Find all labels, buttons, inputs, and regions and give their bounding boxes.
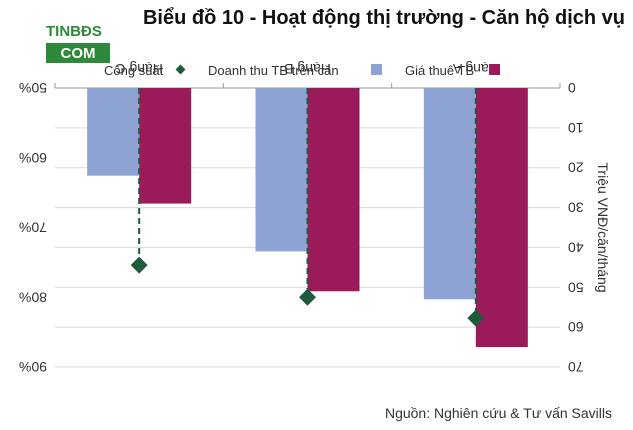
y-left-tick-label: 90% — [19, 359, 47, 375]
bar-doanh-thu — [87, 88, 140, 176]
y-right-tick-label: 40 — [568, 239, 584, 255]
legend: Giá thuê TB Doanh thu TB trên căn Công s… — [104, 63, 500, 78]
marker-cong-suat — [467, 309, 485, 327]
y-right-tick-label: 10 — [568, 120, 584, 136]
svg-text:COM: COM — [61, 45, 96, 62]
category-label: Hạng B — [284, 61, 331, 77]
marker-cong-suat — [130, 256, 148, 274]
plot-area: 0 10 20 30 40 50 60 70 50% 60% 70% 80% 90% Triệu VNĐ/… — [19, 61, 611, 375]
y-right-tick-label: 30 — [568, 200, 584, 216]
y-left-tick-label: 80% — [19, 289, 47, 305]
legend-swatch-cong-suat — [175, 64, 186, 75]
y-right-tick-label: 20 — [568, 160, 584, 176]
marker-cong-suat — [299, 288, 316, 306]
legend-label-cong-suat: Công suất — [104, 63, 164, 78]
y-left-tick-label: 50% — [19, 80, 47, 96]
y-right-tick-label: 0 — [568, 80, 576, 96]
legend-label-doanh-thu: Doanh thu TB trên căn — [208, 63, 339, 78]
source-note: Nguồn: Nghiên cứu & Tư vấn Savills — [385, 405, 612, 421]
bar-gia-thue — [139, 88, 192, 204]
y-right-tick-label: 60 — [568, 319, 584, 335]
bar-doanh-thu — [255, 88, 308, 252]
watermark-logo: TINBĐS COM — [46, 23, 110, 63]
y-left-tick-label: 60% — [19, 150, 47, 166]
y-right-tick-label: 70 — [568, 359, 584, 375]
category-label: Hạng A — [452, 61, 499, 77]
category-label: Hạng C — [115, 61, 162, 77]
chart-title: Biểu đồ 10 - Hoạt động thị trường - Căn … — [143, 7, 625, 29]
bar-doanh-thu — [423, 88, 476, 300]
bar-gia-thue — [307, 88, 360, 292]
bar-gia-thue — [475, 88, 528, 348]
svg-text:TINBĐS: TINBĐS — [46, 23, 102, 40]
y-left-tick-label: 70% — [19, 220, 47, 236]
legend-swatch-gia-thue — [489, 64, 500, 75]
y-right-tick-label: 50 — [568, 279, 584, 295]
legend-label-gia-thue: Giá thuê TB — [405, 63, 474, 78]
y-axis-title: Triệu VNĐ/căn/tháng — [595, 162, 611, 292]
legend-swatch-doanh-thu — [371, 64, 382, 75]
